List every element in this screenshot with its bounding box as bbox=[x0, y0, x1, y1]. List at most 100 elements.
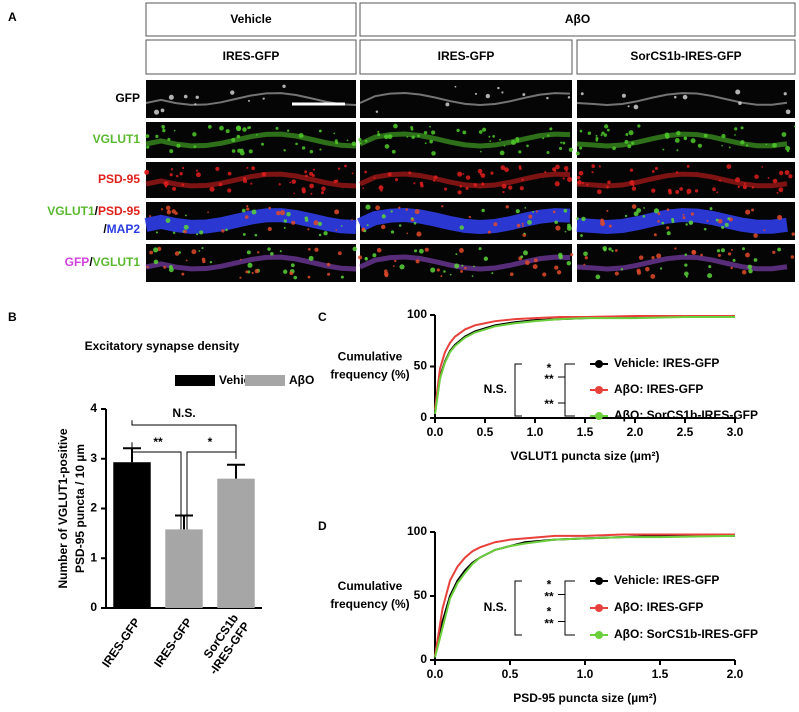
puncta bbox=[304, 170, 308, 174]
puncta bbox=[682, 94, 688, 100]
puncta bbox=[242, 178, 248, 184]
puncta bbox=[169, 149, 174, 154]
puncta bbox=[778, 187, 784, 193]
puncta bbox=[270, 251, 274, 256]
puncta bbox=[521, 178, 524, 182]
puncta bbox=[703, 227, 707, 231]
micrograph bbox=[360, 162, 572, 198]
puncta bbox=[275, 126, 279, 130]
puncta bbox=[596, 189, 602, 195]
puncta bbox=[183, 94, 188, 99]
puncta bbox=[376, 247, 382, 253]
puncta bbox=[406, 232, 409, 235]
puncta bbox=[413, 182, 416, 185]
y-tick-label: 4 bbox=[90, 401, 97, 415]
puncta bbox=[230, 90, 235, 95]
puncta bbox=[377, 132, 381, 137]
puncta bbox=[196, 233, 199, 236]
puncta bbox=[522, 224, 525, 227]
puncta bbox=[604, 124, 609, 129]
column-subheader: IRES-GFP bbox=[223, 49, 280, 63]
puncta bbox=[191, 249, 197, 255]
puncta bbox=[488, 135, 491, 138]
puncta bbox=[727, 217, 731, 221]
puncta bbox=[791, 232, 795, 236]
puncta bbox=[231, 137, 236, 142]
puncta bbox=[687, 192, 689, 195]
puncta bbox=[565, 169, 568, 172]
neurite bbox=[576, 171, 788, 189]
puncta bbox=[661, 221, 665, 225]
puncta bbox=[340, 275, 344, 279]
puncta bbox=[785, 109, 791, 115]
x-tick-label: 0.0 bbox=[427, 667, 444, 681]
puncta bbox=[163, 181, 169, 187]
puncta bbox=[225, 129, 230, 134]
puncta bbox=[218, 182, 223, 187]
puncta bbox=[391, 149, 396, 154]
puncta bbox=[405, 208, 408, 211]
puncta bbox=[318, 233, 322, 237]
puncta bbox=[209, 260, 213, 264]
puncta bbox=[390, 230, 395, 234]
x-tick-label: 1.5 bbox=[577, 425, 594, 439]
puncta bbox=[247, 126, 250, 130]
significance-label: ** bbox=[544, 372, 554, 386]
puncta bbox=[489, 140, 492, 143]
puncta bbox=[410, 217, 414, 220]
puncta bbox=[445, 102, 450, 107]
puncta bbox=[454, 263, 460, 269]
row-label-part: PSD-95 bbox=[98, 204, 140, 218]
puncta bbox=[462, 172, 465, 175]
puncta bbox=[645, 266, 650, 272]
puncta bbox=[478, 247, 482, 251]
puncta bbox=[485, 93, 490, 99]
puncta bbox=[283, 226, 286, 229]
puncta bbox=[650, 274, 656, 279]
puncta bbox=[576, 175, 581, 180]
puncta bbox=[732, 258, 736, 262]
puncta bbox=[174, 251, 180, 256]
row-label-part: VGLUT1 bbox=[93, 132, 141, 146]
column-subheader: SorCS1b-IRES-GFP bbox=[630, 49, 741, 63]
puncta bbox=[628, 130, 634, 136]
puncta bbox=[724, 222, 729, 227]
puncta bbox=[351, 172, 354, 175]
puncta bbox=[631, 204, 637, 209]
puncta bbox=[740, 126, 744, 130]
puncta bbox=[772, 142, 777, 148]
puncta bbox=[716, 249, 721, 253]
puncta bbox=[580, 234, 583, 237]
puncta bbox=[248, 149, 253, 154]
puncta bbox=[319, 148, 322, 151]
puncta bbox=[675, 171, 679, 174]
puncta bbox=[443, 270, 446, 273]
puncta bbox=[781, 132, 787, 137]
puncta bbox=[209, 186, 215, 192]
neurite bbox=[358, 171, 571, 189]
y-tick-label: 0 bbox=[420, 652, 427, 666]
puncta bbox=[519, 186, 524, 191]
puncta bbox=[651, 188, 656, 193]
puncta bbox=[631, 186, 637, 191]
puncta bbox=[335, 229, 338, 231]
puncta bbox=[235, 125, 242, 131]
legend-label: AβO bbox=[289, 373, 314, 387]
puncta bbox=[686, 164, 690, 168]
puncta bbox=[459, 185, 463, 188]
puncta bbox=[636, 270, 642, 275]
puncta bbox=[779, 170, 784, 176]
puncta bbox=[267, 226, 272, 232]
puncta bbox=[556, 270, 562, 275]
puncta bbox=[582, 182, 585, 185]
puncta bbox=[454, 85, 457, 88]
puncta bbox=[742, 185, 747, 190]
panel-label: D bbox=[318, 519, 327, 533]
puncta bbox=[673, 95, 677, 99]
puncta bbox=[410, 128, 414, 131]
puncta bbox=[691, 250, 697, 255]
puncta bbox=[643, 207, 646, 209]
puncta bbox=[532, 210, 535, 213]
y-tick-label: 50 bbox=[414, 588, 428, 602]
puncta bbox=[301, 189, 306, 194]
